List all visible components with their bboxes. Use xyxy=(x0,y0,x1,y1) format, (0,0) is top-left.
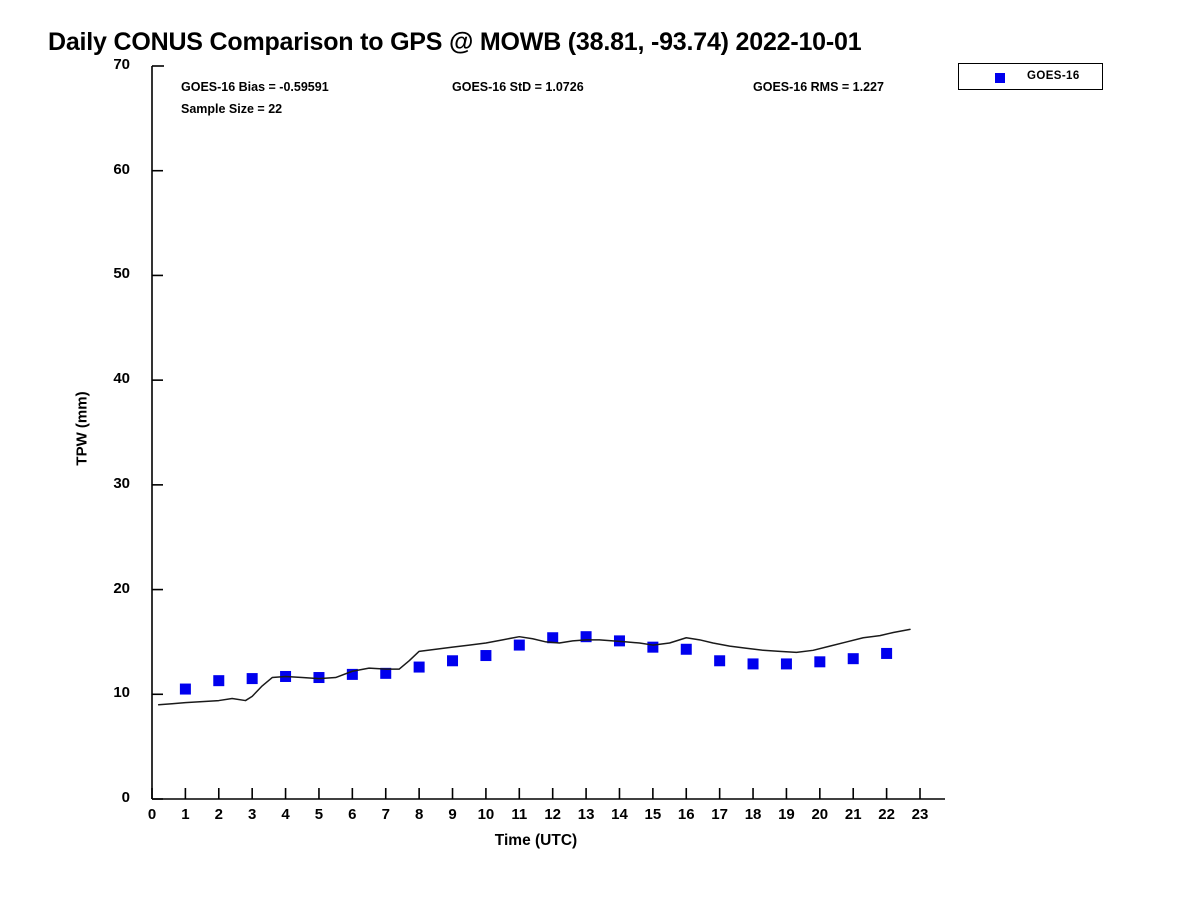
y-tick-label: 50 xyxy=(113,265,130,283)
x-tick-label: 10 xyxy=(477,806,495,823)
y-tick-label: 60 xyxy=(113,160,130,178)
data-point-marker xyxy=(480,650,492,662)
data-point-marker xyxy=(179,683,191,695)
data-point-marker xyxy=(881,647,893,659)
x-tick-label: 7 xyxy=(381,806,390,823)
x-tick-label: 0 xyxy=(147,806,157,823)
data-point-marker xyxy=(547,632,559,644)
x-tick-label: 19 xyxy=(778,806,795,823)
x-tick-label: 13 xyxy=(577,806,595,823)
y-tick-label: 30 xyxy=(113,474,130,492)
data-point-marker xyxy=(213,675,225,687)
x-tick-label: 8 xyxy=(414,806,424,823)
data-point-marker xyxy=(714,655,726,667)
x-tick-label: 4 xyxy=(281,806,290,823)
x-tick-label: 12 xyxy=(544,806,562,823)
x-tick-label: 3 xyxy=(248,806,257,823)
data-point-marker xyxy=(814,656,826,668)
x-tick-label: 21 xyxy=(844,806,862,823)
x-tick-label: 11 xyxy=(511,806,528,823)
data-point-marker xyxy=(680,643,692,655)
x-tick-label: 6 xyxy=(348,806,357,823)
annotation-rms: GOES-16 RMS = 1.227 xyxy=(753,80,884,94)
data-point-marker xyxy=(313,672,325,684)
annotation-bias: GOES-16 Bias = -0.59591 xyxy=(181,80,329,94)
x-tick-label: 14 xyxy=(611,806,628,823)
legend: GOES-16 xyxy=(958,63,1103,90)
x-tick-label: 17 xyxy=(711,806,728,823)
data-point-marker xyxy=(380,667,392,679)
series-line-gps xyxy=(157,628,911,706)
y-tick-label: 40 xyxy=(113,370,130,388)
data-point-marker xyxy=(346,668,358,680)
x-tick-label: 22 xyxy=(878,806,895,823)
y-tick-label: 20 xyxy=(113,579,130,597)
x-tick-label: 23 xyxy=(911,806,929,823)
data-point-marker xyxy=(780,658,792,670)
x-tick-label: 16 xyxy=(677,806,695,823)
y-tick-label: 0 xyxy=(121,789,130,806)
x-tick-label: 15 xyxy=(644,806,662,823)
x-tick-label: 18 xyxy=(744,806,762,823)
x-tick-label: 1 xyxy=(181,806,190,823)
x-axis-label: Time (UTC) xyxy=(494,832,578,849)
x-tick-label: 2 xyxy=(214,806,223,823)
data-point-marker xyxy=(747,658,759,670)
y-tick-label: 10 xyxy=(113,684,130,702)
legend-marker-goes16 xyxy=(995,73,1005,83)
y-tick-label: 70 xyxy=(113,56,130,73)
data-point-marker xyxy=(413,661,425,673)
annotation-sample-size: Sample Size = 22 xyxy=(181,102,283,116)
x-tick-label: 9 xyxy=(448,806,457,823)
data-point-marker xyxy=(246,673,258,685)
x-tick-label: 20 xyxy=(811,806,829,823)
data-point-marker xyxy=(513,639,525,651)
data-point-marker xyxy=(447,655,459,667)
legend-label-goes16: GOES-16 xyxy=(1027,70,1080,82)
page-title: Daily CONUS Comparison to GPS @ MOWB (38… xyxy=(48,28,862,56)
annotation-std: GOES-16 StD = 1.0726 xyxy=(452,80,584,94)
data-point-marker xyxy=(847,653,859,665)
data-point-marker xyxy=(647,641,659,653)
series-markers-goes-16 xyxy=(179,631,893,695)
data-point-marker xyxy=(580,631,592,643)
x-tick-label: 5 xyxy=(314,806,324,823)
